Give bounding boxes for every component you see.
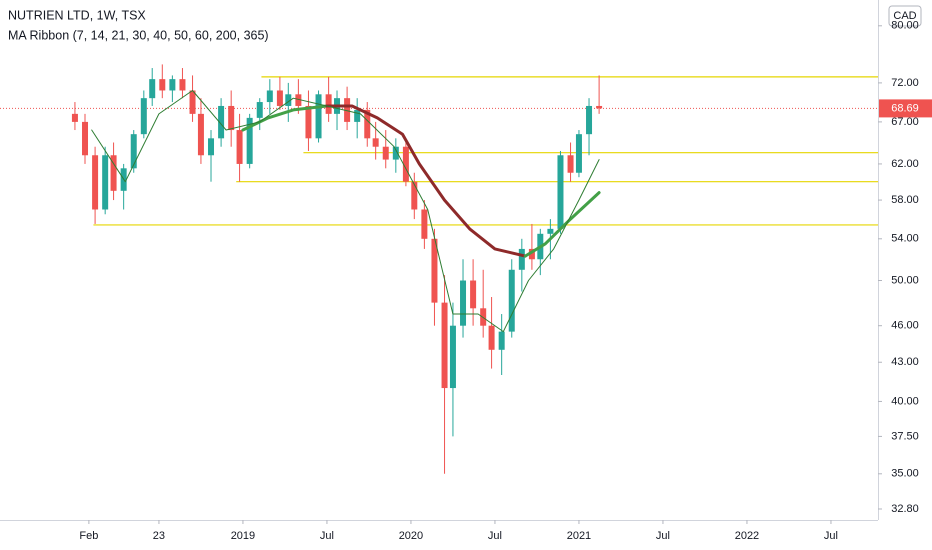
candle-body [315,94,322,139]
candle-body [197,113,204,156]
candle-body [285,94,292,106]
candle-body [140,98,147,135]
candle-body [567,155,574,173]
y-tick-label: 40.00 [891,395,919,407]
y-tick-label: 67.00 [891,116,919,128]
candle-body [449,325,456,389]
x-tick-label: 2021 [567,530,591,542]
candle-body [528,248,535,260]
candle-body [295,94,302,106]
last-price-label: 68.69 [891,102,919,114]
y-tick-label: 46.00 [891,320,919,332]
candle-body [392,146,399,160]
currency-label[interactable]: CAD [893,10,916,22]
x-tick-label: Feb [79,530,98,542]
candle-body [236,130,243,164]
candle-body [208,138,215,156]
candle-body [586,105,593,135]
y-tick-label: 43.00 [891,356,919,368]
candle-body [228,105,235,131]
candle-body [431,238,438,303]
candle-body [169,79,176,91]
candle-body [305,105,312,139]
moving-average [523,191,601,258]
candle-body [372,138,379,147]
indicator-label: MA Ribbon (7, 14, 21, 30, 40, 50, 60, 20… [8,28,269,42]
candle-body [498,331,505,350]
y-tick-label: 50.00 [891,274,919,286]
x-tick-label: Jul [320,530,334,542]
plot-area [0,64,878,474]
y-tick-label: 80.00 [891,20,919,32]
candle-body [130,134,137,169]
y-tick-label: 58.00 [891,194,919,206]
candle-body [218,105,225,139]
candle-body [110,155,117,191]
x-tick-label: Jul [824,530,838,542]
candle-body [354,109,361,122]
candle-body [575,134,582,173]
candle-body [596,105,603,109]
y-tick-label: 72.00 [891,77,919,89]
candle-body [470,280,477,309]
y-tick-label: 62.00 [891,158,919,170]
y-tick-label: 32.80 [891,503,919,515]
x-tick-label: Jul [488,530,502,542]
candle-body [382,146,389,160]
candle-body [508,269,515,332]
moving-average [91,90,600,333]
candle-body [189,90,196,114]
candle-body [71,113,78,122]
x-tick-label: 2022 [735,530,759,542]
candle-body [411,181,418,210]
y-tick-label: 35.00 [891,468,919,480]
candle-body [557,155,564,229]
candle-body [246,117,253,164]
y-tick-label: 37.50 [891,430,919,442]
moving-average [241,104,329,132]
candle-body [460,280,467,326]
candle-body [276,90,283,106]
x-tick-label: 23 [153,530,165,542]
candle-body [179,79,186,91]
moving-average [325,104,527,258]
candle-body [266,90,273,103]
candle-body [547,228,554,234]
candle-body [364,109,371,139]
candle-body [344,98,351,122]
x-tick-label: 2019 [231,530,255,542]
candle-body [421,209,428,239]
candle-body [149,79,156,99]
candle-body [325,94,332,114]
candle-body [102,155,109,210]
y-tick-label: 54.00 [891,233,919,245]
candle-body [518,248,525,270]
candle-body [488,325,495,350]
x-tick-label: 2020 [399,530,423,542]
candle-body [441,302,448,389]
candle-body [256,102,263,118]
last-price-box [879,99,932,118]
candle-body [92,155,99,210]
candle-body [82,121,89,156]
currency-box[interactable] [888,5,922,27]
candle-body [402,146,409,182]
chart-title: NUTRIEN LTD, 1W, TSX [8,8,146,22]
candle-body [159,79,166,91]
x-tick-label: Jul [656,530,670,542]
